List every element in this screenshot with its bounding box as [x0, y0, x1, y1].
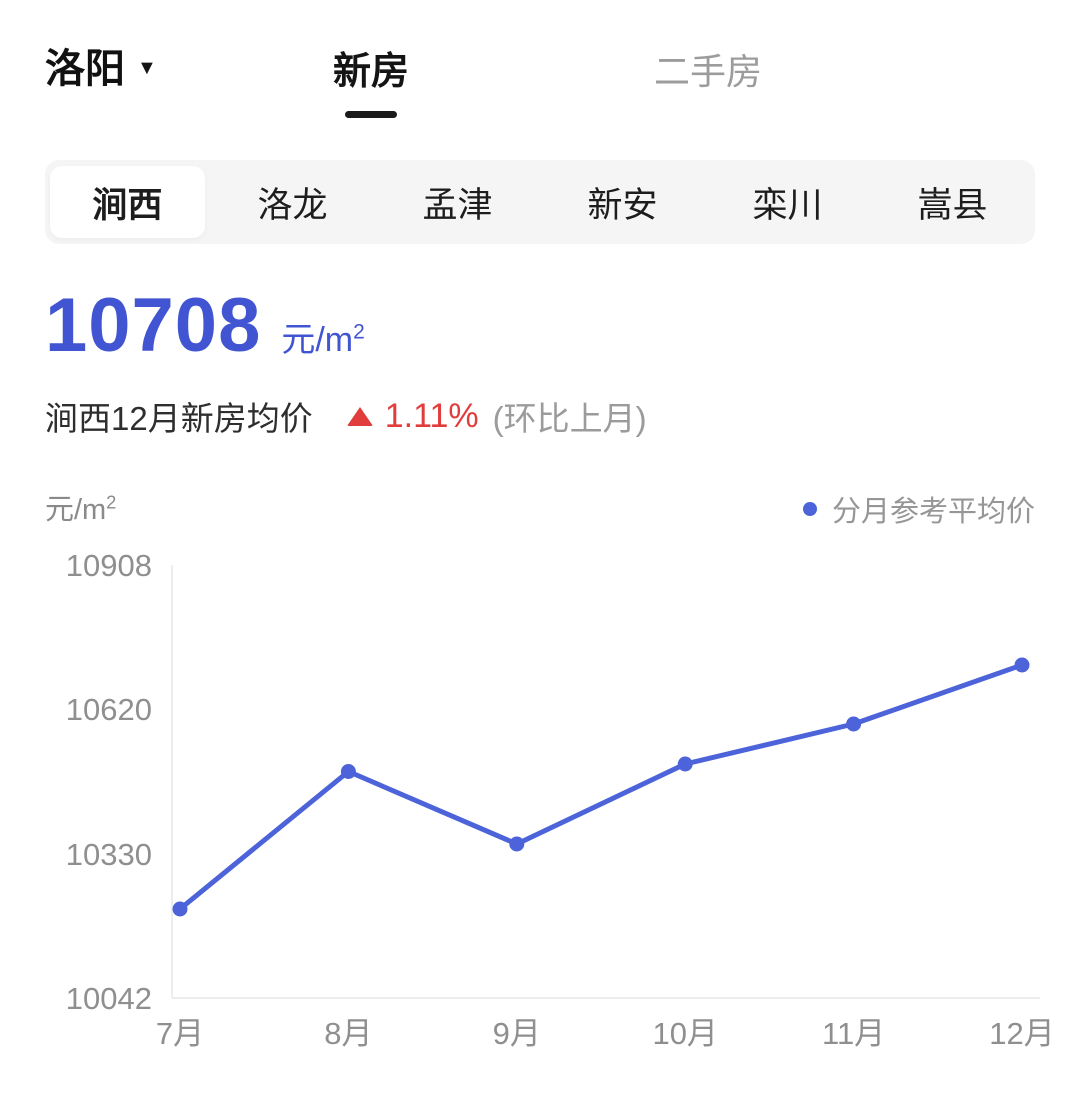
svg-text:10330: 10330 [66, 837, 152, 872]
price-summary: 10708 元/m2 [45, 288, 365, 364]
top-header: 洛阳 ▼ 新房 二手房 [0, 0, 1080, 150]
tab-second-hand-house-label: 二手房 [653, 51, 763, 92]
tab-second-hand-house[interactable]: 二手房 [654, 43, 762, 95]
chart-legend: 分月参考平均价 [802, 488, 1035, 530]
svg-text:10620: 10620 [66, 692, 152, 727]
price-value: 10708 [45, 283, 262, 368]
price-change: 1.11% [384, 396, 479, 435]
district-tab-luanchuan[interactable]: 栾川 [752, 185, 823, 225]
district-tab-bar: 涧西 洛龙 孟津 新安 栾川 嵩县 [45, 160, 1035, 244]
district-tab-xinan[interactable]: 新安 [587, 185, 658, 225]
svg-text:10月: 10月 [652, 1016, 717, 1051]
city-name: 洛阳 [45, 47, 125, 91]
trend-up-icon [346, 406, 373, 426]
price-unit: 元/m2 [281, 320, 365, 359]
price-change-note: (环比上月) [492, 400, 647, 437]
svg-text:9月: 9月 [493, 1016, 541, 1051]
svg-text:8月: 8月 [324, 1016, 372, 1051]
svg-text:12月: 12月 [989, 1016, 1054, 1051]
tab-new-house-label: 新房 [332, 51, 410, 93]
price-subtitle-row: 涧西12月新房均价 1.11% (环比上月) [45, 392, 647, 440]
svg-text:7月: 7月 [156, 1016, 204, 1051]
tab-new-house[interactable]: 新房 [333, 40, 409, 118]
district-tab-mengjin[interactable]: 孟津 [422, 185, 493, 225]
svg-text:11月: 11月 [822, 1016, 885, 1051]
chevron-down-icon: ▼ [137, 56, 157, 79]
district-tab-luolong[interactable]: 洛龙 [257, 185, 328, 225]
svg-text:10042: 10042 [66, 981, 152, 1016]
district-tab-songxian[interactable]: 嵩县 [917, 185, 988, 225]
legend-label: 分月参考平均价 [831, 496, 1035, 528]
chart-y-unit-label: 元/m2 [45, 492, 117, 526]
chart-header: 元/m2 分月参考平均价 [45, 486, 1035, 528]
svg-text:10908: 10908 [66, 548, 152, 583]
legend-dot-icon [802, 502, 817, 516]
district-tab-jianxi[interactable]: 涧西 [50, 166, 205, 238]
price-subtitle: 涧西12月新房均价 [45, 400, 313, 437]
city-selector[interactable]: 洛阳 ▼ [45, 36, 157, 94]
